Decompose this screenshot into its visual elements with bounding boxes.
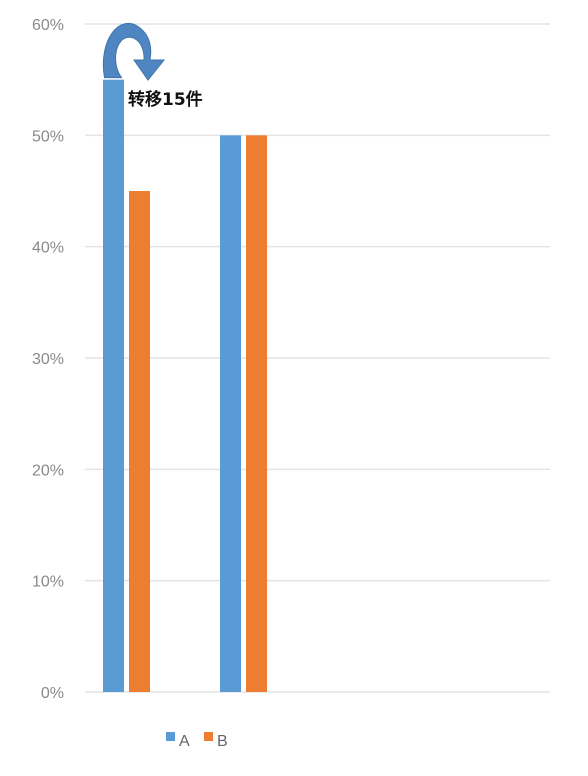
bar-a <box>220 135 241 693</box>
y-axis-tick-labels: 0% 10% 20% 30% 40% 50% 60% <box>32 17 64 702</box>
y-tick-label: 60% <box>32 17 64 34</box>
annotation-label: 转移15件 <box>128 89 203 110</box>
y-tick-label: 30% <box>32 351 64 368</box>
y-tick-label: 40% <box>32 240 64 257</box>
bar-b <box>246 135 267 693</box>
bars <box>103 79 267 693</box>
bar-a <box>103 79 124 692</box>
legend-label-b: B <box>217 733 228 750</box>
y-tick-label: 10% <box>32 574 64 591</box>
bar-b <box>129 191 150 692</box>
y-tick-label: 20% <box>32 462 64 479</box>
legend-swatch-b <box>204 732 213 741</box>
y-tick-label: 0% <box>41 685 64 702</box>
curved-arrow-annotation <box>102 22 166 81</box>
gridlines <box>85 23 550 693</box>
legend-label-a: A <box>179 733 190 750</box>
legend-swatch-a <box>166 732 175 741</box>
y-tick-label: 50% <box>32 128 64 145</box>
